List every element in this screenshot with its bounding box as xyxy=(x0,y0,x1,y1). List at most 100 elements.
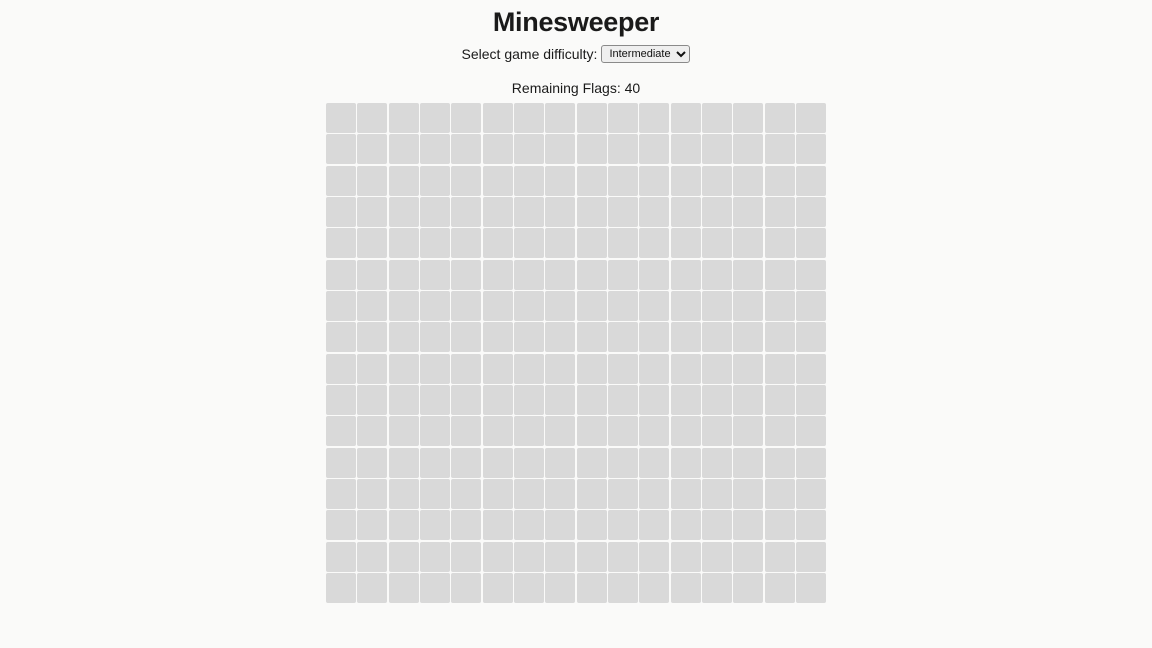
board-cell[interactable] xyxy=(795,572,826,603)
board-cell[interactable] xyxy=(513,416,544,447)
board-cell[interactable] xyxy=(639,541,670,572)
board-cell[interactable] xyxy=(607,541,638,572)
board-cell[interactable] xyxy=(764,165,795,196)
board-cell[interactable] xyxy=(670,259,701,290)
board-cell[interactable] xyxy=(482,228,513,259)
board-cell[interactable] xyxy=(451,134,482,165)
board-cell[interactable] xyxy=(701,103,732,133)
board-cell[interactable] xyxy=(326,290,356,321)
board-cell[interactable] xyxy=(451,165,482,196)
board-cell[interactable] xyxy=(388,103,419,133)
board-cell[interactable] xyxy=(576,134,607,165)
board-cell[interactable] xyxy=(795,134,826,165)
board-cell[interactable] xyxy=(795,196,826,227)
board-cell[interactable] xyxy=(419,447,450,478)
board-cell[interactable] xyxy=(388,259,419,290)
board-cell[interactable] xyxy=(639,510,670,541)
board-cell[interactable] xyxy=(357,165,388,196)
board-cell[interactable] xyxy=(764,134,795,165)
board-cell[interactable] xyxy=(451,259,482,290)
board-cell[interactable] xyxy=(419,228,450,259)
board-cell[interactable] xyxy=(419,103,450,133)
board-cell[interactable] xyxy=(639,322,670,353)
board-cell[interactable] xyxy=(607,572,638,603)
board-cell[interactable] xyxy=(419,290,450,321)
board-cell[interactable] xyxy=(419,353,450,384)
board-cell[interactable] xyxy=(388,572,419,603)
board-cell[interactable] xyxy=(451,447,482,478)
board-cell[interactable] xyxy=(795,416,826,447)
board-cell[interactable] xyxy=(419,541,450,572)
board-cell[interactable] xyxy=(576,322,607,353)
board-cell[interactable] xyxy=(419,134,450,165)
board-cell[interactable] xyxy=(795,510,826,541)
board-cell[interactable] xyxy=(701,478,732,509)
board-cell[interactable] xyxy=(513,322,544,353)
board-cell[interactable] xyxy=(388,322,419,353)
board-cell[interactable] xyxy=(576,290,607,321)
board-cell[interactable] xyxy=(419,196,450,227)
board-cell[interactable] xyxy=(513,541,544,572)
board-cell[interactable] xyxy=(764,353,795,384)
board-cell[interactable] xyxy=(482,322,513,353)
board-cell[interactable] xyxy=(795,259,826,290)
board-cell[interactable] xyxy=(733,447,764,478)
board-cell[interactable] xyxy=(388,196,419,227)
board-cell[interactable] xyxy=(357,134,388,165)
board-cell[interactable] xyxy=(513,290,544,321)
board-cell[interactable] xyxy=(545,541,576,572)
board-cell[interactable] xyxy=(451,290,482,321)
board-cell[interactable] xyxy=(607,416,638,447)
board-cell[interactable] xyxy=(670,416,701,447)
board-cell[interactable] xyxy=(764,103,795,133)
board-cell[interactable] xyxy=(795,478,826,509)
board-cell[interactable] xyxy=(701,510,732,541)
board-cell[interactable] xyxy=(326,196,356,227)
board-cell[interactable] xyxy=(451,572,482,603)
board-cell[interactable] xyxy=(701,259,732,290)
board-cell[interactable] xyxy=(670,165,701,196)
board-cell[interactable] xyxy=(701,541,732,572)
board-cell[interactable] xyxy=(733,134,764,165)
board-cell[interactable] xyxy=(701,290,732,321)
board-cell[interactable] xyxy=(576,447,607,478)
board-cell[interactable] xyxy=(357,259,388,290)
board-cell[interactable] xyxy=(357,290,388,321)
board-cell[interactable] xyxy=(451,384,482,415)
board-cell[interactable] xyxy=(419,572,450,603)
board-cell[interactable] xyxy=(639,416,670,447)
board-cell[interactable] xyxy=(513,572,544,603)
board-cell[interactable] xyxy=(388,165,419,196)
board-cell[interactable] xyxy=(545,290,576,321)
board-cell[interactable] xyxy=(326,541,356,572)
board-cell[interactable] xyxy=(545,478,576,509)
board-cell[interactable] xyxy=(357,384,388,415)
board-cell[interactable] xyxy=(701,353,732,384)
board-cell[interactable] xyxy=(670,510,701,541)
board-cell[interactable] xyxy=(326,416,356,447)
board-cell[interactable] xyxy=(639,290,670,321)
board-cell[interactable] xyxy=(482,541,513,572)
board-cell[interactable] xyxy=(326,103,356,133)
board-cell[interactable] xyxy=(733,353,764,384)
board-cell[interactable] xyxy=(607,103,638,133)
board-cell[interactable] xyxy=(326,228,356,259)
board-cell[interactable] xyxy=(670,290,701,321)
board-cell[interactable] xyxy=(701,322,732,353)
board-cell[interactable] xyxy=(795,541,826,572)
board-cell[interactable] xyxy=(576,478,607,509)
board-cell[interactable] xyxy=(670,322,701,353)
board-cell[interactable] xyxy=(764,196,795,227)
board-cell[interactable] xyxy=(482,165,513,196)
board-cell[interactable] xyxy=(513,165,544,196)
board-cell[interactable] xyxy=(639,165,670,196)
board-cell[interactable] xyxy=(764,416,795,447)
board-cell[interactable] xyxy=(639,384,670,415)
board-cell[interactable] xyxy=(607,290,638,321)
board-cell[interactable] xyxy=(419,322,450,353)
board-cell[interactable] xyxy=(576,384,607,415)
board-cell[interactable] xyxy=(451,196,482,227)
board-cell[interactable] xyxy=(482,572,513,603)
board-cell[interactable] xyxy=(764,572,795,603)
board-cell[interactable] xyxy=(513,384,544,415)
